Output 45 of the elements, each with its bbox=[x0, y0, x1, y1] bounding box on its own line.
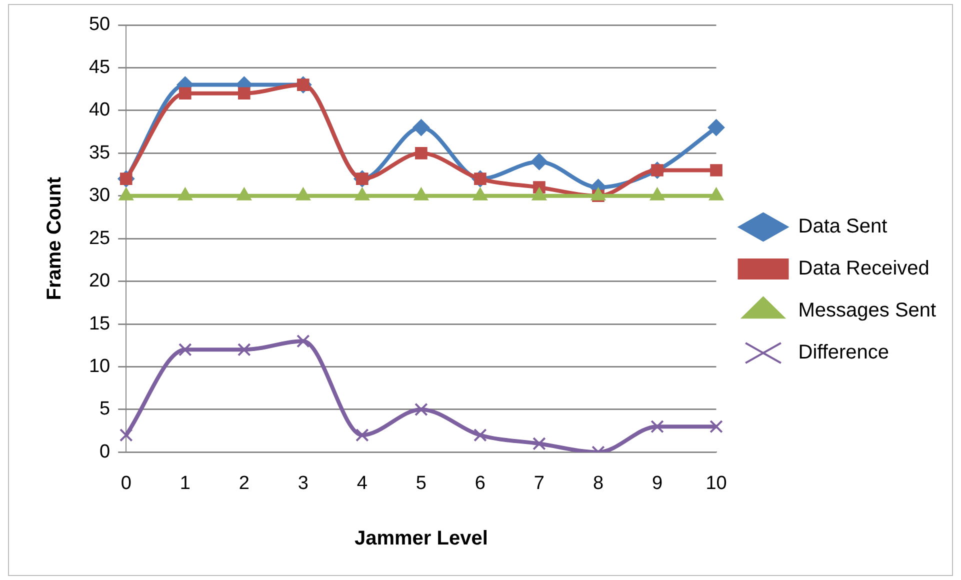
point bbox=[178, 87, 192, 100]
point bbox=[708, 119, 725, 136]
x-tick-label: 6 bbox=[474, 472, 486, 494]
x-tick-label: 10 bbox=[706, 472, 727, 494]
y-tick-label: 45 bbox=[88, 56, 110, 78]
y-tick-label: 40 bbox=[88, 100, 110, 121]
point bbox=[414, 402, 428, 416]
y-tick-label: 10 bbox=[88, 356, 110, 377]
y-tick-label: 0 bbox=[100, 441, 110, 462]
y-tick-label: 50 bbox=[88, 14, 110, 36]
x-tick-label: 1 bbox=[180, 472, 190, 494]
point bbox=[532, 437, 546, 450]
point bbox=[530, 153, 548, 170]
point bbox=[710, 420, 723, 434]
y-axis-title: Frame Count bbox=[44, 176, 66, 300]
point bbox=[238, 343, 251, 356]
legend-label: Messages Sent bbox=[798, 300, 937, 322]
point bbox=[356, 428, 369, 442]
y-tick-label: 20 bbox=[88, 270, 110, 292]
point bbox=[415, 147, 428, 160]
y-tick-label: 5 bbox=[100, 398, 110, 420]
y-tick-label: 15 bbox=[88, 313, 110, 334]
legend-label: Data Sent bbox=[798, 216, 888, 238]
x-tick-label: 0 bbox=[120, 472, 132, 494]
y-tick-label: 30 bbox=[88, 185, 110, 206]
point bbox=[238, 87, 250, 100]
point bbox=[412, 119, 430, 136]
y-tick-label: 25 bbox=[88, 228, 110, 249]
x-tick-label: 9 bbox=[652, 472, 663, 494]
y-tick-label: 35 bbox=[88, 142, 110, 164]
legend-label: Data Received bbox=[798, 258, 930, 280]
x-tick-label: 2 bbox=[238, 472, 250, 494]
point bbox=[296, 334, 310, 348]
point bbox=[650, 420, 664, 434]
point bbox=[710, 164, 722, 176]
x-tick-label: 5 bbox=[416, 472, 426, 494]
legend-label: Difference bbox=[798, 342, 890, 364]
point bbox=[119, 428, 133, 442]
x-axis-title: Jammer Level bbox=[354, 528, 488, 550]
x-tick-label: 4 bbox=[356, 472, 368, 494]
x-tick-label: 3 bbox=[298, 472, 308, 494]
x-tick-label: 7 bbox=[534, 472, 545, 494]
point bbox=[178, 343, 192, 356]
x-tick-label: 8 bbox=[592, 472, 604, 494]
point bbox=[474, 428, 487, 442]
